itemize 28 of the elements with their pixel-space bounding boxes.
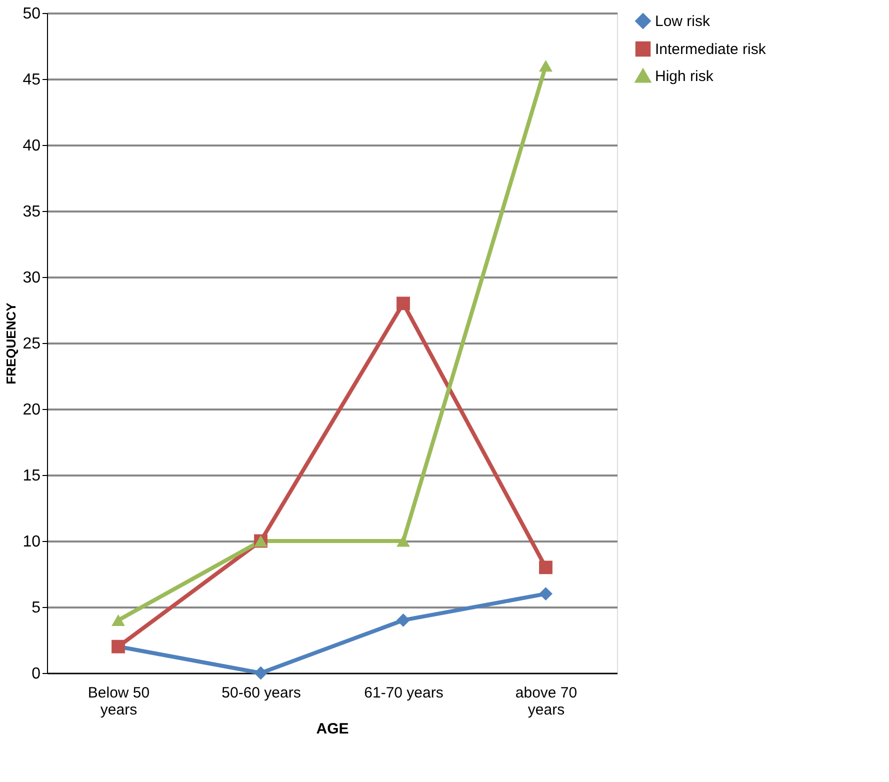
y-tick-label: 10 [22,534,41,550]
point [112,614,125,626]
point [396,613,410,627]
x-tick-label: above 70 years [515,684,578,718]
x-tick-label: 50-60 years [222,684,301,702]
y-axis-title: FREQUENCY [4,302,19,384]
y-tick-label: 50 [22,6,41,22]
point [539,60,552,72]
x-tick-label: 61-70 years [364,684,444,702]
y-tick-label: 25 [22,336,41,352]
legend-label: Low risk [655,13,711,30]
legend-label: Intermediate risk [655,41,766,58]
x-axis-title: AGE [316,720,349,738]
point [254,666,268,680]
point [396,535,410,547]
y-tick-label: 40 [22,138,41,154]
y-tick-label: 35 [22,204,41,220]
point [396,296,410,310]
y-tick-label: 15 [22,468,41,484]
y-tick-label: 5 [32,600,41,616]
legend-label: High risk [655,68,714,85]
y-tick-label: 0 [32,666,41,682]
x-tick-label: Below 50 years [88,684,150,718]
y-tick-label: 20 [22,402,41,418]
point [539,560,552,574]
y-tick-label: 30 [22,270,41,286]
point [539,587,552,601]
y-tick-label: 45 [22,72,41,88]
